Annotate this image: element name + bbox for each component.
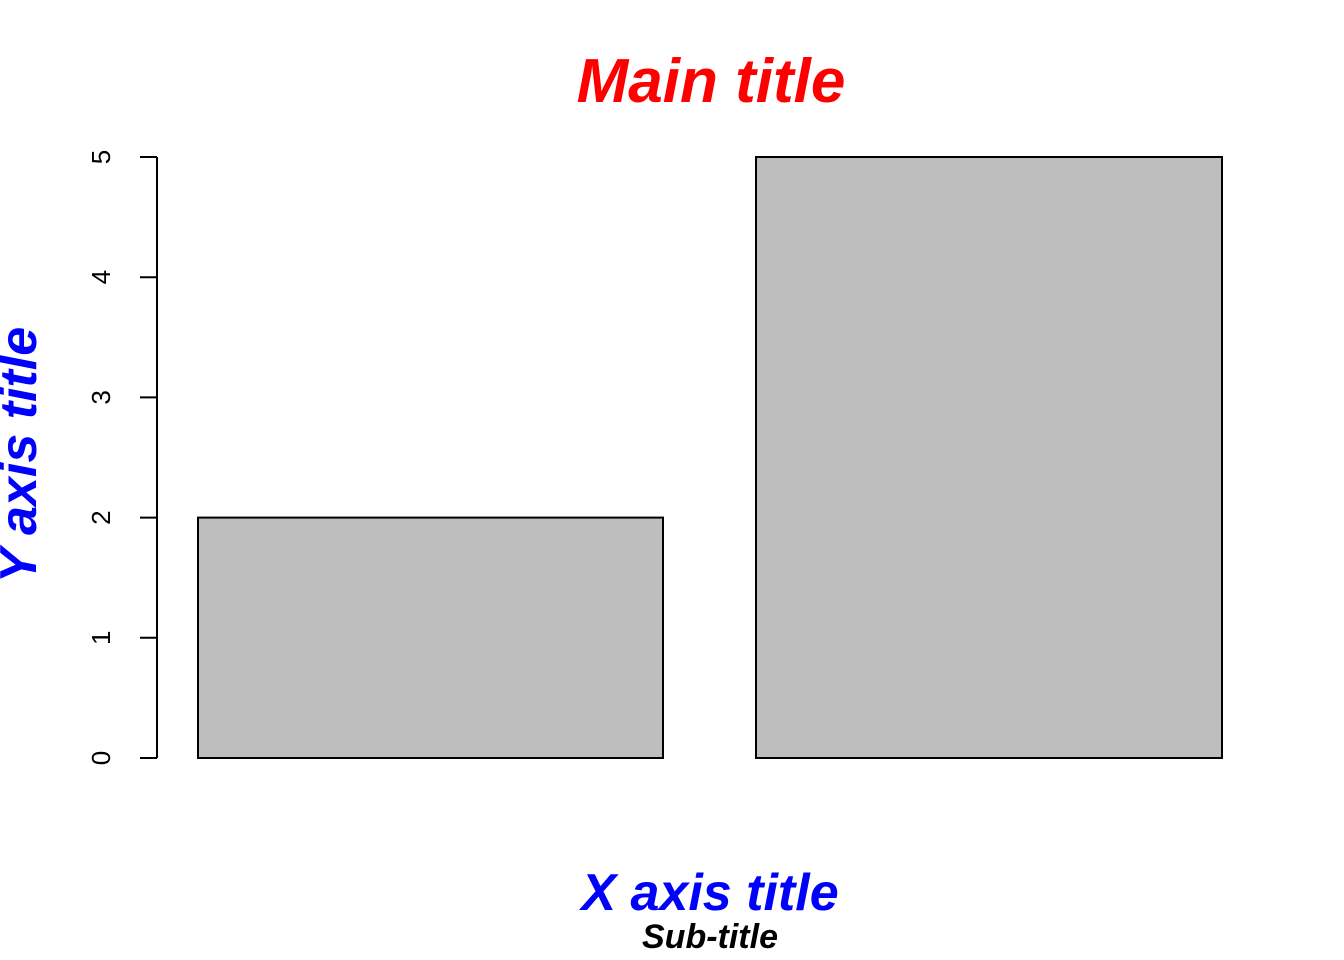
y-tick-label: 2 — [86, 510, 116, 524]
y-tick-label: 3 — [86, 390, 116, 404]
bar — [197, 516, 664, 759]
y-tick-label: 1 — [86, 631, 116, 645]
y-tick-label: 5 — [86, 150, 116, 164]
chart-subtitle: Sub-title — [642, 918, 778, 956]
x-axis-title: X axis title — [578, 864, 838, 922]
y-tick-label: 4 — [86, 270, 116, 284]
y-axis: 0 1 2 3 4 5 — [86, 150, 158, 765]
chart-title: Main title — [577, 47, 846, 116]
y-tick-label: 0 — [86, 751, 116, 765]
y-axis-title: Y axis title — [0, 327, 48, 583]
bar — [755, 156, 1223, 759]
bars — [197, 156, 1223, 759]
